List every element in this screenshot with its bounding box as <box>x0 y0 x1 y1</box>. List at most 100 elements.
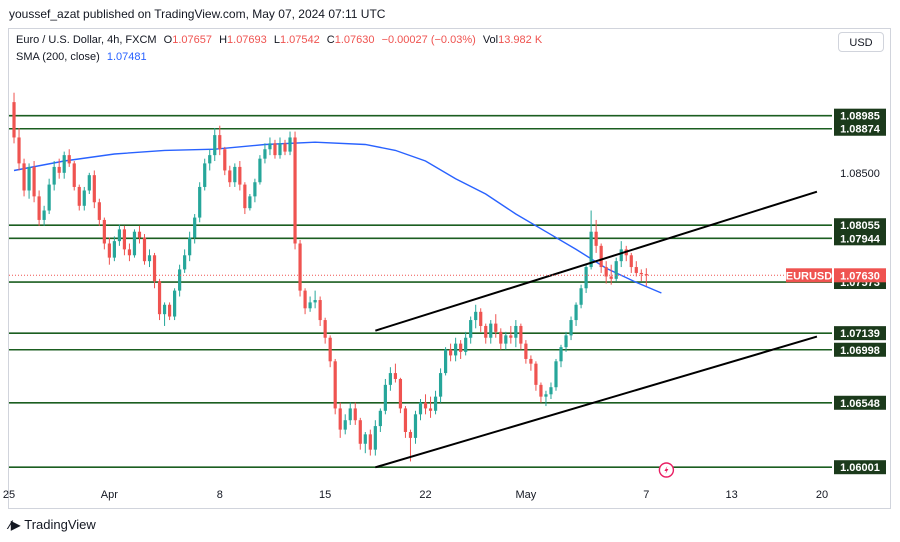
candle-body <box>137 231 142 238</box>
currency-button[interactable]: USD <box>838 32 884 52</box>
candle-body <box>298 243 302 291</box>
candle-body <box>127 249 132 256</box>
candle-body <box>183 255 187 270</box>
candle-body <box>142 237 147 262</box>
candle-body <box>228 170 232 183</box>
candle-body <box>418 402 423 415</box>
candle-body <box>268 143 272 150</box>
candle-body <box>454 343 458 356</box>
high-value: 1.07693 <box>227 34 267 46</box>
candle-body <box>358 420 362 444</box>
candle-body <box>308 302 312 309</box>
candle-body <box>619 249 623 262</box>
volume-label: Vol <box>482 34 499 46</box>
channel-line-lower <box>375 335 818 469</box>
candle-body <box>614 261 618 279</box>
candle-body <box>188 237 192 256</box>
lightning-icon <box>664 466 669 474</box>
x-tick-label: 15 <box>319 489 331 501</box>
sma-value: 1.07481 <box>106 51 147 63</box>
candle-body <box>263 149 267 159</box>
candle-body <box>343 420 347 430</box>
current-price-tag-bg <box>834 268 886 283</box>
level-label-1: 1.08874 <box>840 124 881 136</box>
sma-label[interactable]: SMA (200, close) <box>16 51 100 63</box>
low-value: 1.07542 <box>279 34 320 46</box>
level-label-bg-8 <box>834 460 886 475</box>
candle-body <box>644 274 648 276</box>
candle-body <box>92 175 96 203</box>
candle-body <box>102 219 106 244</box>
candle-body <box>408 431 413 438</box>
candle-body <box>584 267 588 289</box>
candle-body <box>323 320 327 338</box>
candle-body <box>559 347 563 362</box>
candle-body <box>12 102 16 138</box>
candle-body <box>599 245 603 268</box>
level-label-6: 1.06998 <box>840 345 880 357</box>
current-price-tag: 1.07630 <box>840 270 880 282</box>
candle-body <box>519 325 523 344</box>
candle-body <box>639 272 643 275</box>
symbol-title[interactable]: Euro / U.S. Dollar, 4h, FXCM <box>16 34 157 46</box>
candle-body <box>132 231 137 256</box>
level-label-7: 1.06548 <box>840 398 880 410</box>
candle-body <box>193 217 197 238</box>
symbol-tag: EURUSD <box>786 270 833 282</box>
candle-body <box>388 373 392 385</box>
candle-body <box>293 137 297 244</box>
candle-body <box>524 343 528 359</box>
candle-body <box>378 410 382 427</box>
chart-legend: Euro / U.S. Dollar, 4h, FXCM O1.07657 H1… <box>16 32 546 66</box>
candle-body <box>544 394 548 397</box>
candle-body <box>569 320 573 336</box>
tradingview-logo-icon: ⁄▶ <box>9 518 21 532</box>
candle-body <box>278 143 282 156</box>
candle-body <box>469 320 473 338</box>
candle-body <box>162 304 167 315</box>
volume-value: 13.982 K <box>498 34 543 46</box>
candle-body <box>208 155 212 164</box>
candle-body <box>107 243 111 258</box>
candle-body <box>449 349 453 356</box>
candle-body <box>579 288 583 305</box>
candle-body <box>348 408 352 421</box>
x-tick-label: 20 <box>816 489 828 501</box>
change-value: −0.00027 (−0.03%) <box>381 34 476 46</box>
candle-body <box>213 135 217 156</box>
level-label-5: 1.07139 <box>840 328 880 340</box>
candle-body <box>203 163 207 187</box>
candle-body <box>57 166 61 173</box>
candle-body <box>147 255 152 262</box>
candle-body <box>629 255 633 268</box>
candle-body <box>178 269 182 291</box>
candle-body <box>504 335 508 344</box>
level-label-bg-6 <box>834 342 886 357</box>
candle-body <box>413 414 418 438</box>
footer-brand[interactable]: ⁄▶ TradingView <box>9 517 96 532</box>
candle-body <box>363 434 367 444</box>
sma-row: SMA (200, close) 1.07481 <box>16 49 546 66</box>
candle-body <box>398 378 403 409</box>
chart-frame[interactable] <box>8 28 891 509</box>
candle-body <box>479 311 483 326</box>
candle-body <box>459 343 463 352</box>
x-tick-label: Apr <box>101 489 118 501</box>
candle-body <box>248 196 252 209</box>
candle-body <box>368 434 372 450</box>
candle-body <box>22 163 26 191</box>
candle-body <box>604 267 608 277</box>
x-tick-label: 25 <box>3 489 15 501</box>
candle-body <box>464 337 468 352</box>
x-tick-label: 13 <box>726 489 738 501</box>
candle-body <box>313 300 317 303</box>
level-label-bg-2 <box>834 218 886 233</box>
candle-body <box>122 229 127 250</box>
candle-body <box>328 337 332 362</box>
channel-line-upper <box>375 190 818 332</box>
candle-body <box>117 229 122 242</box>
candle-body <box>258 158 262 183</box>
candle-body <box>97 202 101 220</box>
candle-body <box>438 373 443 397</box>
